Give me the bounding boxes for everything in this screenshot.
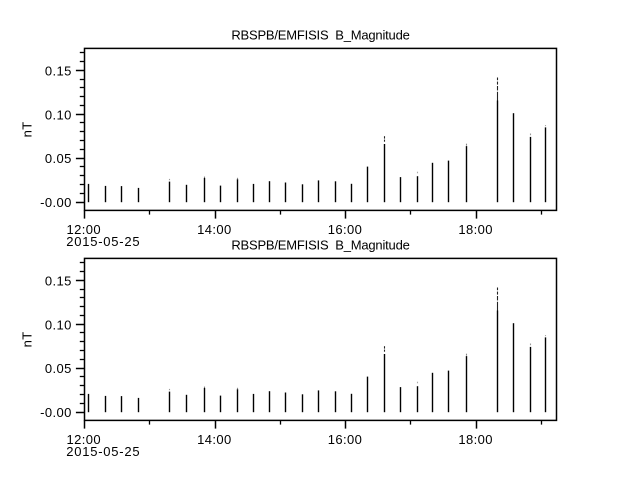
svg-text:-0.00: -0.00 — [40, 195, 72, 210]
svg-text:-0.00: -0.00 — [40, 405, 72, 420]
svg-text:14:00: 14:00 — [197, 432, 232, 447]
svg-text:14:00: 14:00 — [197, 222, 232, 237]
svg-text:0.10: 0.10 — [45, 317, 72, 332]
svg-text:16:00: 16:00 — [328, 222, 363, 237]
svg-text:2015-05-25: 2015-05-25 — [66, 234, 140, 249]
svg-text:12:00: 12:00 — [67, 432, 102, 447]
svg-text:nT: nT — [20, 331, 35, 347]
svg-text:RBSPB/EMFISIS B_Magnitude: RBSPB/EMFISIS B_Magnitude — [231, 28, 409, 43]
svg-text:18:00: 18:00 — [458, 432, 493, 447]
svg-text:0.15: 0.15 — [45, 273, 72, 288]
svg-text:16:00: 16:00 — [328, 432, 363, 447]
svg-text:0.15: 0.15 — [45, 63, 72, 78]
svg-text:18:00: 18:00 — [458, 222, 493, 237]
svg-text:RBSPB/EMFISIS B_Magnitude: RBSPB/EMFISIS B_Magnitude — [231, 238, 409, 253]
svg-text:nT: nT — [20, 121, 35, 137]
svg-text:0.05: 0.05 — [45, 151, 72, 166]
svg-text:0.05: 0.05 — [45, 361, 72, 376]
svg-text:0.10: 0.10 — [45, 107, 72, 122]
svg-text:2015-05-25: 2015-05-25 — [66, 444, 140, 459]
svg-text:12:00: 12:00 — [67, 222, 102, 237]
